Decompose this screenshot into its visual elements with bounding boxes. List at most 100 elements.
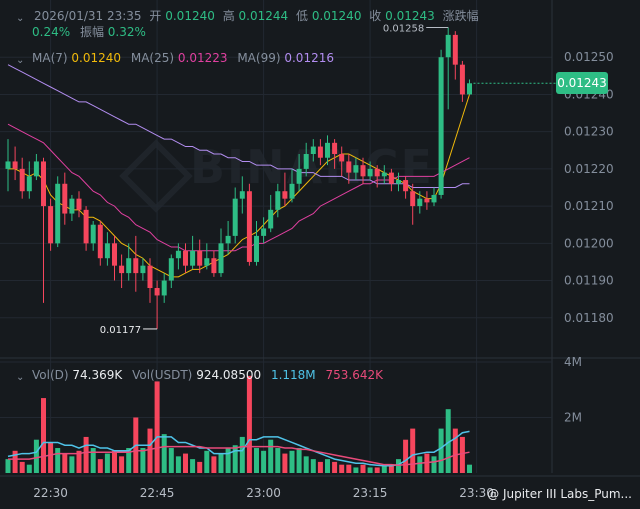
volume-bar <box>452 428 458 473</box>
candle-body <box>225 235 231 244</box>
candle-body <box>218 243 224 274</box>
volume-bar <box>410 428 416 473</box>
candle-body <box>12 161 18 169</box>
candle-body <box>232 198 238 236</box>
candle-body <box>303 154 309 169</box>
volume-bar <box>239 436 245 473</box>
x-tick-label: 23:15 <box>353 486 388 500</box>
candle-body <box>190 250 196 266</box>
volume-bar <box>374 467 380 473</box>
volume-bar <box>381 464 387 473</box>
candle-body <box>275 191 281 210</box>
candle-body <box>5 161 11 169</box>
volume-bar <box>339 464 345 473</box>
volume-bar <box>204 450 210 473</box>
chevron-down-icon[interactable]: ⌄ <box>16 13 25 24</box>
candle-body <box>254 235 259 262</box>
volume-bar <box>346 464 352 473</box>
vol-value: 74.369K <box>72 368 123 382</box>
candle-body <box>445 34 451 58</box>
candle-body <box>268 209 274 229</box>
candle-body <box>62 183 68 214</box>
open-value: 0.01240 <box>165 9 215 23</box>
volume-bar <box>126 448 132 473</box>
candle-body <box>76 198 82 210</box>
volume-bar <box>26 464 32 473</box>
volume-bar <box>48 442 54 473</box>
candle-body <box>452 34 458 65</box>
volume-bar <box>303 456 309 473</box>
vol-ma2-line <box>8 445 470 466</box>
candle-body <box>140 265 146 274</box>
x-tick-label: 22:30 <box>33 486 68 500</box>
candle-body <box>83 209 89 244</box>
candle-body <box>296 168 302 184</box>
volume-bar <box>417 456 423 473</box>
amp-label: 振幅 <box>79 25 104 39</box>
y-tick-label: 0.01190 <box>564 274 614 288</box>
candle-body <box>33 161 39 177</box>
y-tick-label: 0.01210 <box>564 199 614 213</box>
volume-bar <box>282 453 288 473</box>
volume-bar <box>467 464 472 473</box>
candle-body <box>367 168 373 177</box>
vol-tick-label: 4M <box>564 355 582 369</box>
candle-body <box>55 183 61 244</box>
y-tick-label: 0.01180 <box>564 311 614 325</box>
candle-body <box>161 280 167 296</box>
candle-body <box>353 165 359 173</box>
ma99-label: MA(99) <box>237 51 281 65</box>
candle-body <box>97 224 103 259</box>
candle-body <box>317 146 323 158</box>
volume-bar <box>183 453 188 473</box>
x-tick-label: 22:45 <box>140 486 175 500</box>
candle-body <box>438 57 444 195</box>
candle-body <box>381 172 387 177</box>
high-value: 0.01244 <box>238 9 289 23</box>
volume-bar <box>140 448 146 473</box>
candle-body <box>133 258 139 274</box>
volume-bar <box>62 453 68 473</box>
volume-bar <box>197 461 203 473</box>
open-label: 开 <box>149 9 162 23</box>
volume-bar <box>325 459 330 473</box>
vol-usdt-label: Vol(USDT) <box>132 368 193 382</box>
volume-bar <box>275 448 281 473</box>
vol-ma1-line <box>7 430 470 467</box>
volume-bar <box>168 448 174 473</box>
candle-body <box>346 161 352 173</box>
chevron-down-icon[interactable]: ⌄ <box>16 372 25 383</box>
candle-body <box>282 191 288 199</box>
volume-bar <box>154 381 160 473</box>
vol-ma1-value: 1.118M <box>270 368 316 382</box>
candle-body <box>360 165 366 177</box>
candle-body <box>396 180 401 184</box>
candle-body <box>197 250 203 266</box>
candle-body <box>41 161 46 207</box>
vol-label: Vol(D) <box>32 368 69 382</box>
ma99-value: 0.01216 <box>284 51 334 65</box>
ma7-label: MA(7) <box>32 51 68 65</box>
chevron-down-icon[interactable]: ⌄ <box>16 55 25 66</box>
candle-body <box>126 258 132 274</box>
ma7-value: 0.01240 <box>71 51 122 65</box>
volume-bar <box>97 459 103 473</box>
candle-body <box>332 142 338 154</box>
candle-body <box>19 168 25 192</box>
candle-body <box>204 258 210 266</box>
candle-body <box>467 83 472 95</box>
y-tick-label: 0.01220 <box>564 162 614 176</box>
volume-bar <box>296 448 302 473</box>
candle-body <box>112 243 117 266</box>
candle-body <box>154 288 160 296</box>
volume-bar <box>438 428 444 473</box>
current-price-badge: 0.01243 <box>556 72 608 94</box>
ohlc-header-row2: 0.24% 振幅 0.32% <box>32 24 146 40</box>
candle-body <box>48 206 54 244</box>
volume-bar <box>310 459 316 473</box>
max-price-label: 0.01258 <box>383 23 424 34</box>
vol-ma2-value: 753.642K <box>325 368 383 382</box>
candle-body <box>246 191 252 262</box>
